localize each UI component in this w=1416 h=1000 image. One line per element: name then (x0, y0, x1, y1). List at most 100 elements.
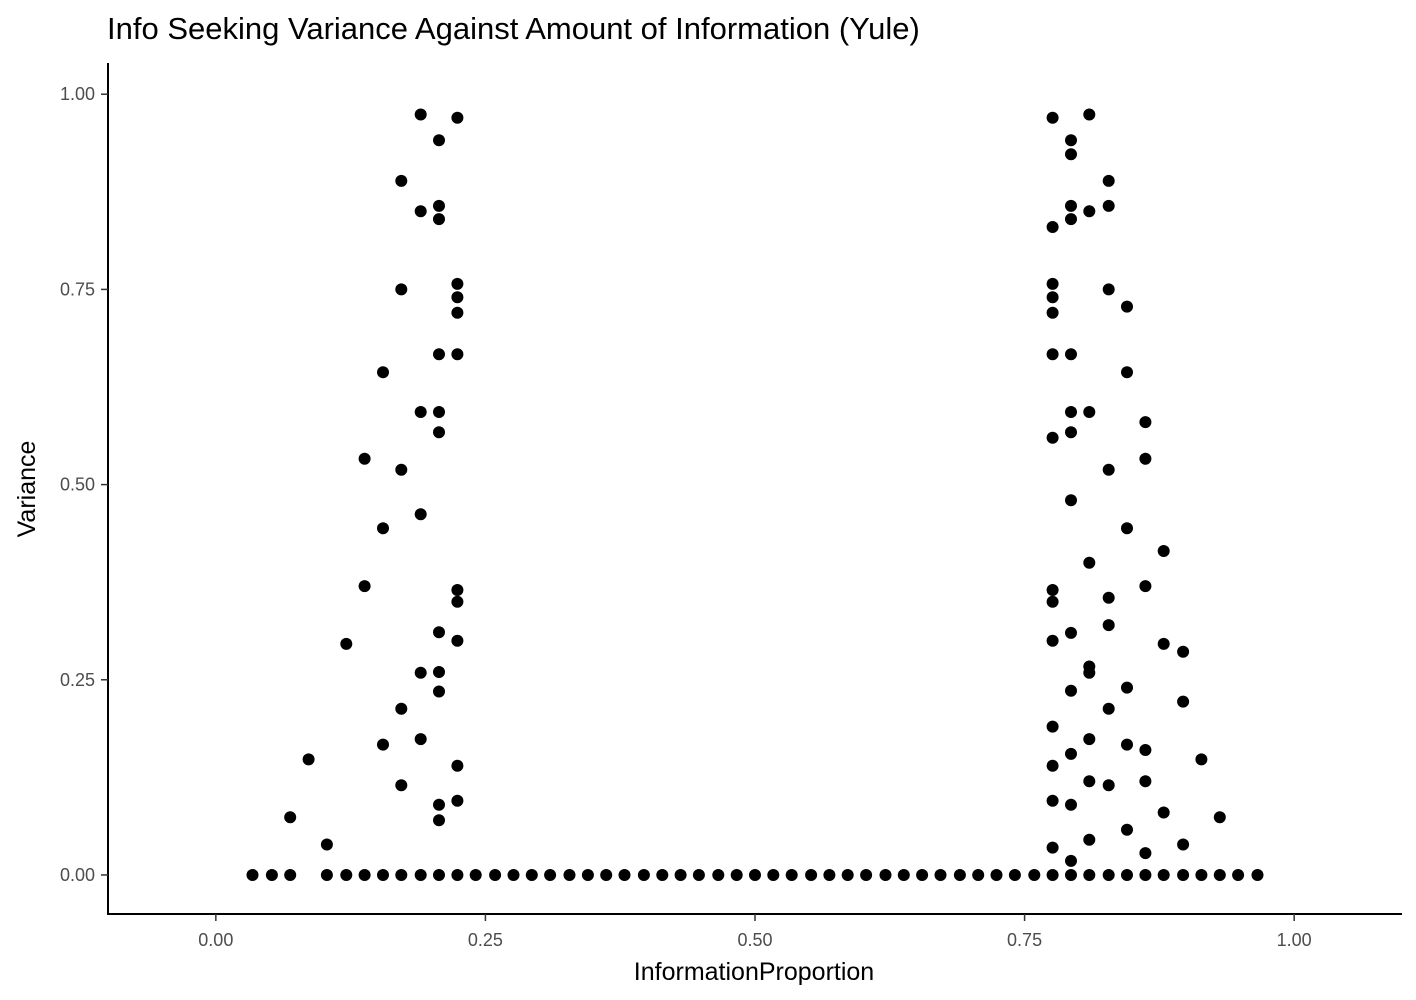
data-point (433, 213, 445, 226)
data-point (1065, 426, 1077, 439)
data-point (433, 685, 445, 698)
data-point (1008, 869, 1021, 881)
data-point (1177, 838, 1190, 851)
data-point (1102, 199, 1115, 212)
data-point (749, 869, 761, 881)
data-point (841, 869, 854, 881)
data-point (451, 759, 464, 772)
data-point (1083, 869, 1096, 881)
data-point (395, 869, 408, 881)
chart-title: Info Seeking Variance Against Amount of … (107, 11, 920, 46)
data-point (433, 426, 445, 439)
data-point (600, 869, 613, 881)
y-tick-label: 0.25 (60, 670, 95, 690)
data-point (767, 869, 780, 881)
data-point (1046, 584, 1059, 596)
data-point (1102, 869, 1115, 881)
data-point (414, 733, 427, 746)
data-point (1139, 452, 1152, 465)
data-point (451, 277, 464, 290)
data-point (581, 869, 594, 881)
data-point (1065, 199, 1077, 212)
data-point (1028, 869, 1041, 881)
data-point (1046, 431, 1059, 444)
data-point (395, 702, 408, 715)
data-point (1232, 869, 1245, 881)
data-point (1139, 847, 1152, 860)
data-point (1046, 277, 1059, 290)
data-point (1177, 695, 1190, 708)
data-point (451, 306, 464, 319)
data-point (377, 738, 389, 751)
data-point (1065, 134, 1077, 147)
data-point (507, 869, 520, 881)
data-point (1139, 580, 1152, 593)
data-point (1065, 213, 1077, 226)
data-point (1102, 702, 1115, 715)
data-point (805, 869, 818, 881)
data-point (433, 666, 445, 678)
data-point (377, 869, 389, 881)
data-point (544, 869, 557, 881)
data-point (916, 869, 929, 881)
data-point (1157, 869, 1170, 881)
data-point (414, 666, 427, 679)
data-point (1157, 806, 1170, 819)
data-point (1121, 681, 1133, 694)
data-point (1083, 775, 1096, 788)
data-point (1065, 626, 1077, 639)
data-point (712, 869, 725, 881)
data-point (1102, 619, 1115, 632)
data-point (433, 199, 445, 212)
data-point (284, 869, 297, 881)
data-point (1083, 660, 1096, 673)
data-point (1046, 306, 1059, 319)
data-point (692, 869, 705, 881)
data-point (934, 869, 947, 881)
data-point (1046, 634, 1059, 647)
data-point (1046, 720, 1059, 733)
data-point (656, 869, 669, 881)
data-point (1065, 854, 1077, 867)
data-point (1065, 869, 1077, 881)
data-point (1065, 494, 1077, 507)
data-point (433, 134, 445, 147)
data-point (451, 584, 464, 596)
data-point (1083, 833, 1096, 846)
data-point (320, 838, 333, 851)
data-point (414, 869, 427, 881)
data-point (1046, 869, 1059, 881)
data-point (1157, 637, 1170, 650)
data-point (414, 108, 427, 121)
data-point (674, 869, 687, 881)
data-point (433, 406, 445, 418)
data-point (1083, 108, 1096, 121)
data-point (1046, 794, 1059, 807)
data-point (358, 580, 371, 593)
data-point (1065, 348, 1077, 361)
data-point (1065, 798, 1077, 811)
points-layer (246, 108, 1264, 881)
data-point (1046, 348, 1059, 361)
data-point (1083, 556, 1096, 569)
data-point (1046, 111, 1059, 124)
data-point (1121, 869, 1133, 881)
x-tick-label: 0.00 (198, 930, 233, 950)
data-point (451, 111, 464, 124)
data-point (451, 595, 464, 608)
data-point (1121, 738, 1133, 751)
data-point (358, 452, 371, 465)
data-point (1177, 869, 1190, 881)
data-point (525, 869, 538, 881)
data-point (1083, 205, 1096, 218)
data-point (1251, 869, 1264, 881)
y-tick-label: 0.00 (60, 865, 95, 885)
x-tick-label: 1.00 (1277, 930, 1312, 950)
data-point (1213, 869, 1226, 881)
data-point (489, 869, 502, 881)
x-tick-label: 0.25 (468, 930, 503, 950)
data-point (358, 869, 371, 881)
data-point (1213, 811, 1226, 824)
data-point (1102, 591, 1115, 604)
data-point (1121, 300, 1133, 313)
